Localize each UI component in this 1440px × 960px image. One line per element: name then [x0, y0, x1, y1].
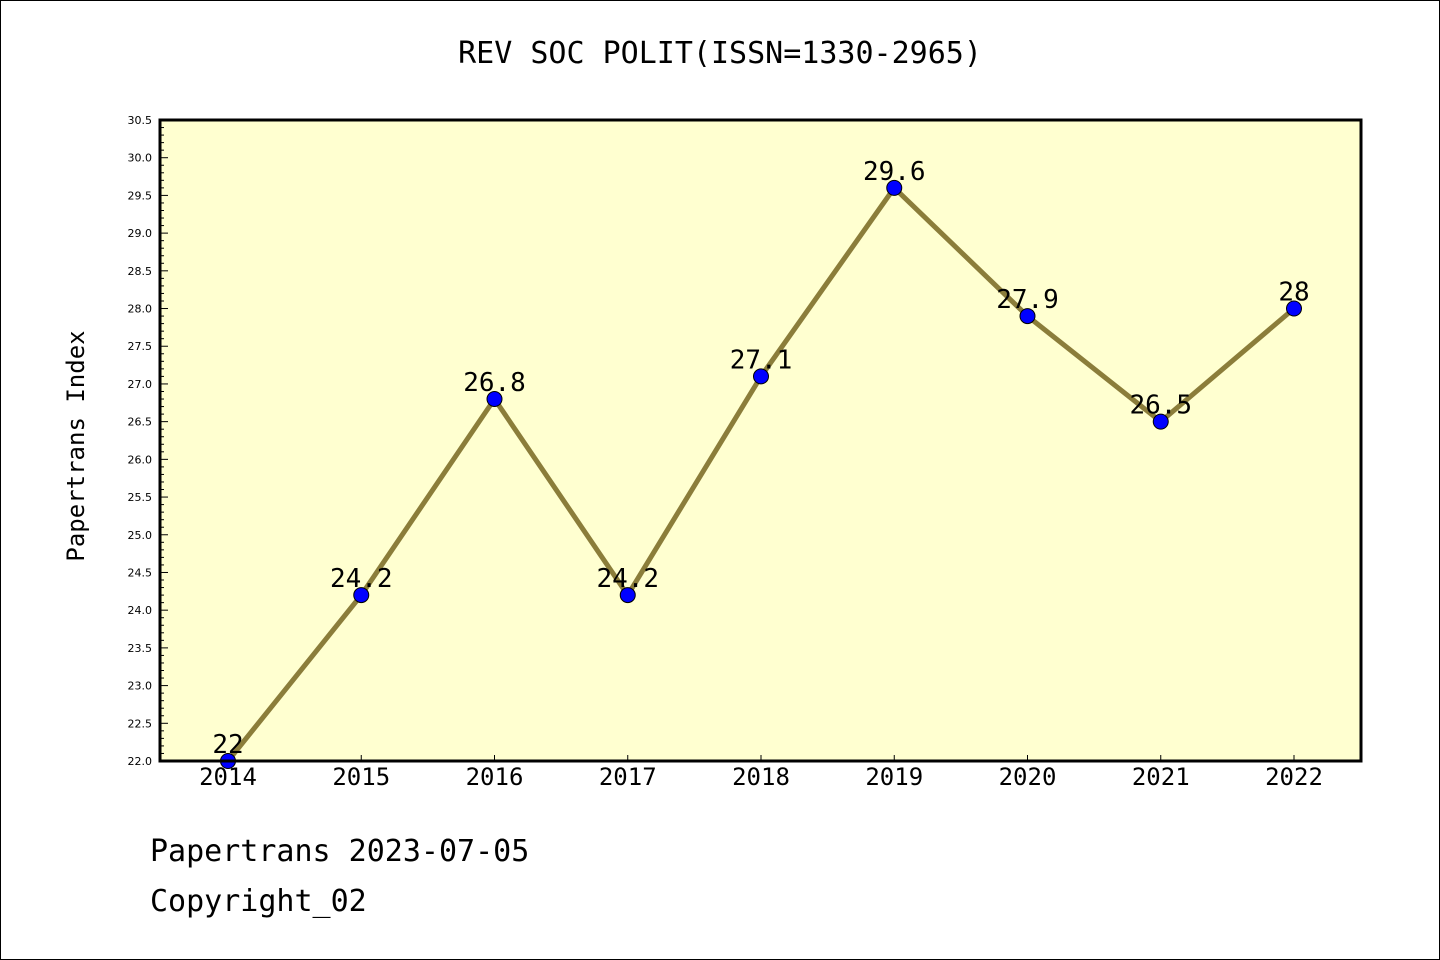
- y-tick-label: 26.0: [128, 453, 153, 466]
- x-tick-label: 2016: [466, 763, 524, 791]
- data-label: 27.1: [730, 345, 793, 375]
- x-tick-label: 2017: [599, 763, 657, 791]
- data-label: 27.9: [996, 285, 1059, 315]
- data-point: [886, 179, 903, 196]
- y-axis: 22.0 22.5 23.0 23.5 24.0 24.5 25.0 25.5 26.0 26.5…: [128, 114, 168, 768]
- x-axis: 2014 2015 2016 2017 2018 2019 2020 2021 2022: [199, 755, 1323, 791]
- footer-date: Papertrans 2023-07-05: [150, 834, 530, 869]
- footer-copyright: Copyright_02: [150, 884, 367, 919]
- y-tick-label: 25.5: [128, 491, 153, 504]
- y-tick-label: 23.5: [128, 642, 153, 655]
- x-tick-label: 2022: [1265, 763, 1323, 791]
- x-tick-label: 2018: [732, 763, 790, 791]
- y-tick-label: 27.0: [128, 378, 153, 391]
- y-tick-label: 22.0: [128, 755, 153, 768]
- x-tick-label: 2021: [1132, 763, 1190, 791]
- y-tick-label: 23.0: [128, 680, 153, 693]
- y-tick-label: 28.5: [128, 265, 153, 278]
- plot-area: [160, 120, 1361, 761]
- data-labels: 22 24.2 26.8 24.2 27.1 29.6 27.9 26.5 28: [212, 157, 1309, 760]
- x-tick-label: 2020: [999, 763, 1057, 791]
- data-label: 22: [212, 730, 243, 760]
- y-tick-label: 28.0: [128, 303, 153, 316]
- data-label: 24.2: [330, 564, 393, 594]
- y-tick-label: 29.0: [128, 227, 153, 240]
- y-tick-label: 26.5: [128, 416, 153, 429]
- y-tick-label: 27.5: [128, 340, 153, 353]
- y-tick-label: 22.5: [128, 717, 153, 730]
- x-tick-label: 2015: [332, 763, 390, 791]
- chart-title: REV SOC POLIT(ISSN=1330-2965): [458, 36, 982, 71]
- data-point: [353, 587, 370, 604]
- y-tick-label: 29.5: [128, 189, 153, 202]
- plot-border: [158, 118, 1363, 763]
- data-label: 29.6: [863, 157, 926, 187]
- x-tick-label: 2019: [865, 763, 923, 791]
- data-points: [220, 179, 1302, 769]
- y-tick-label: 30.0: [128, 152, 153, 165]
- data-label: 28: [1278, 278, 1309, 308]
- data-point: [1019, 308, 1036, 325]
- data-point: [1152, 413, 1169, 430]
- data-point: [753, 368, 769, 385]
- data-point: [1286, 300, 1302, 317]
- data-point: [486, 391, 503, 408]
- y-tick-label: 25.0: [128, 529, 153, 542]
- data-label: 26.5: [1129, 391, 1192, 421]
- y-tick-label: 24.5: [128, 566, 153, 579]
- y-tick-label: 30.5: [128, 114, 153, 127]
- data-label: 26.8: [463, 368, 526, 398]
- data-label: 24.2: [596, 564, 659, 594]
- data-point: [619, 587, 636, 604]
- y-tick-label: 24.0: [128, 604, 153, 617]
